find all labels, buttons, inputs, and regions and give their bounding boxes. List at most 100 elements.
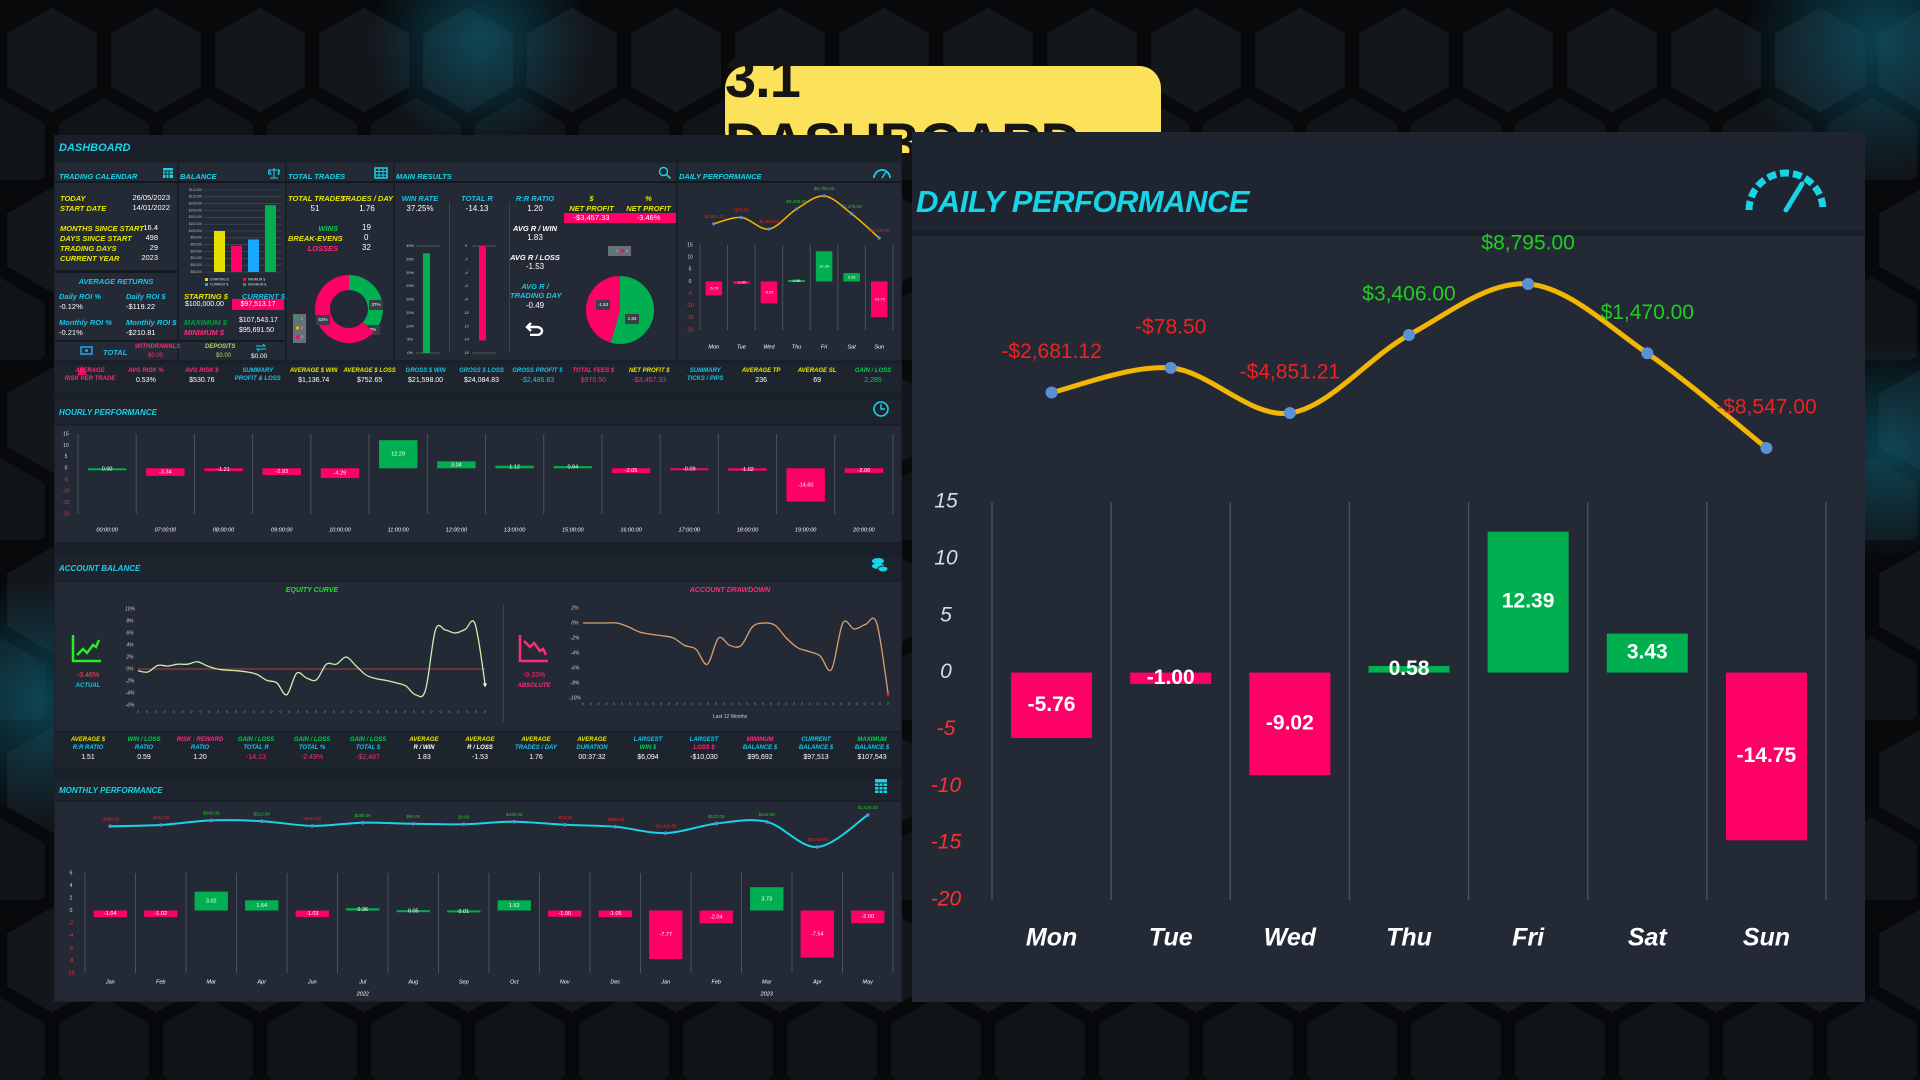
stat-label: GAIN / LOSS <box>854 368 892 374</box>
total-r-value: -14.13 <box>465 204 489 213</box>
stat-value: 1.20 <box>193 754 207 761</box>
chart-down-icon <box>518 635 548 663</box>
stat-value: 1.83 <box>417 754 431 761</box>
divider <box>55 270 177 273</box>
stat-value: $530.76 <box>189 377 215 384</box>
trading-calendar-title: TRADING CALENDAR <box>59 172 138 181</box>
np-pct-head: % <box>645 194 652 203</box>
stat-average-win: AVERAGE $ WIN $1,136.74 <box>286 368 342 384</box>
wins-value: 19 <box>362 223 371 232</box>
total-trades-label: TOTAL TRADES <box>288 194 346 203</box>
stat-average: AVERAGE R / WIN 1.83 <box>396 737 452 761</box>
net-profit-dollar-label: NET PROFIT <box>569 204 614 213</box>
total-trades-value: 51 <box>310 204 320 213</box>
stat-sublabel: DURATION <box>576 745 608 751</box>
stat-value: 69 <box>813 377 821 384</box>
stat-average: AVERAGE $ R:R RATIO 1.51 <box>60 737 116 761</box>
withdrawals-label: WITHDRAWALS <box>135 344 181 350</box>
stat-avg-risk: AVG RISK % 0.53% <box>118 368 174 384</box>
win-rate-label: WIN RATE <box>401 194 439 203</box>
stat-largest: LARGEST WIN $ $6,094 <box>620 737 676 761</box>
monthly-header <box>55 779 901 800</box>
net-profit-dollar-value: -$3,457.33 <box>573 213 610 222</box>
net-profit-pct-value: -3.46% <box>636 213 661 222</box>
avg-r-win-value: 1.83 <box>527 233 543 242</box>
days-since-start-label: DAYS SINCE START <box>60 234 132 243</box>
stat-gross-win: GROSS $ WIN $21,598.00 <box>398 368 454 384</box>
main-results-title: MAIN RESULTS <box>396 172 452 181</box>
stat-gain-loss: GAIN / LOSS TOTAL $ -$2,487 <box>340 737 396 761</box>
stat-label: TOTAL FEES $ <box>572 368 615 374</box>
stat-value: -1.53 <box>472 754 488 761</box>
stat-average-tp: AVERAGE TP 236 <box>733 368 789 384</box>
stat-largest: LARGEST LOSS $ -$10,030 <box>676 737 732 761</box>
stat-average: AVERAGE R / LOSS -1.53 <box>452 737 508 761</box>
stat-value: -14.13 <box>246 754 266 761</box>
avg-r-loss-value: -1.53 <box>525 262 545 271</box>
total-trades-title: TOTAL TRADES <box>288 172 346 181</box>
stat-value: -$2,487 <box>356 754 380 761</box>
clock-icon <box>873 401 889 417</box>
divider <box>509 202 510 352</box>
average-returns-title: AVERAGE RETURNS <box>78 277 154 286</box>
stat-average: AVERAGE RISK PER TRADE <box>62 368 118 382</box>
stat-label: LARGEST <box>633 737 663 743</box>
avg-r-day-value: -0.49 <box>525 301 545 310</box>
drawdown-xlabel: Last 12 Months <box>712 714 748 720</box>
starting-value: $100,000.00 <box>185 301 224 308</box>
np-dollar-head: $ <box>589 194 594 203</box>
stat-label: GROSS $ LOSS <box>459 368 504 374</box>
stat-sublabel: TICKS / PIPS <box>686 376 724 382</box>
divider <box>503 604 504 722</box>
maximum-value: $107,543.17 <box>239 317 278 324</box>
stat-sublabel: R / LOSS <box>467 745 493 751</box>
net-transfer-value: $0.00 <box>251 353 268 360</box>
warning-icon <box>77 366 87 375</box>
losses-label: LOSSES <box>307 244 338 253</box>
wins-label: WINS <box>318 224 338 233</box>
daily-performance-header <box>912 132 1865 230</box>
months-since-start-label: MONTHS SINCE START <box>60 224 144 233</box>
scale-icon <box>268 168 280 179</box>
equity-title: EQUITY CURVE <box>285 587 339 594</box>
stat-average: AVERAGE DURATION 00:37:32 <box>564 737 620 761</box>
stat-sublabel: R / WIN <box>413 745 435 751</box>
stat-sublabel: BALANCE $ <box>798 745 834 751</box>
divider <box>55 181 901 183</box>
daily-performance-title: DAILY PERFORMANCE <box>916 184 1250 219</box>
avg-r-day-label: AVG R / <box>521 282 549 291</box>
table-icon <box>374 167 388 179</box>
trading-calendar-panel <box>55 163 177 360</box>
stat-value: -$3,457.33 <box>632 377 667 384</box>
stat-value: 236 <box>755 377 767 384</box>
today-value: 26/05/2023 <box>132 193 170 202</box>
daily-roi-dollar-value: -$119.22 <box>126 302 156 311</box>
stat-value: 2,285 <box>864 377 882 384</box>
stat-value: $24,084.83 <box>463 377 500 384</box>
stat-value: -2.49% <box>300 754 324 761</box>
stat-label: GAIN / LOSS <box>237 737 275 743</box>
dashboard-label: DASHBOARD <box>59 142 131 154</box>
cash-icon <box>80 346 93 355</box>
stat-sublabel: BALANCE $ <box>742 745 778 751</box>
undo-arrow-icon[interactable] <box>525 320 545 336</box>
rr-ratio-label: R:R RATIO <box>515 194 555 203</box>
stat-sublabel: TOTAL $ <box>355 745 381 751</box>
rr-ratio-value: 1.20 <box>527 204 543 213</box>
stat-label: AVERAGE <box>465 737 495 743</box>
stat-sublabel: RATIO <box>134 745 154 751</box>
minimum-value: $95,691.50 <box>239 327 275 334</box>
deposits-value: $0.00 <box>216 353 232 359</box>
stat-gross-profit: GROSS PROFIT $ -$2,486.83 <box>509 368 565 384</box>
stat-sublabel: R:R RATIO <box>72 745 104 751</box>
start-date-value: 14/01/2022 <box>132 203 170 212</box>
hourly-title: HOURLY PERFORMANCE <box>59 408 157 417</box>
hourly-header <box>55 400 901 423</box>
account-stats-row <box>55 733 901 769</box>
stat-value: 00:37:32 <box>578 754 606 761</box>
maximum-label: MAXIMUM $ <box>184 318 227 327</box>
monthly-roi-dollar-value: -$210.81 <box>126 328 156 337</box>
daily-performance-chart <box>912 236 1865 1002</box>
equity-value: -3.46% <box>76 672 100 679</box>
stat-average-sl: AVERAGE SL 69 <box>789 368 845 384</box>
